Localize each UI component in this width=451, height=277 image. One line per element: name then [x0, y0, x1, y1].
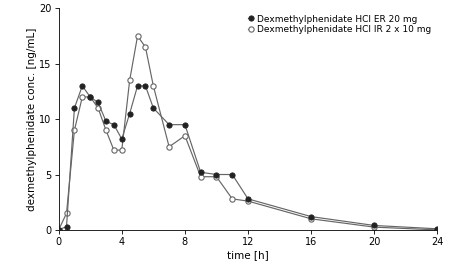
- Dexmethylphenidate HCl IR 2 x 10 mg: [151, 84, 156, 88]
- Dexmethylphenidate HCl ER 20 mg: [245, 197, 251, 201]
- Dexmethylphenidate HCl IR 2 x 10 mg: [182, 134, 188, 137]
- Dexmethylphenidate HCl ER 20 mg: [96, 101, 101, 104]
- Dexmethylphenidate HCl ER 20 mg: [64, 225, 69, 228]
- Dexmethylphenidate HCl IR 2 x 10 mg: [214, 175, 219, 178]
- Dexmethylphenidate HCl ER 20 mg: [182, 123, 188, 126]
- Dexmethylphenidate HCl ER 20 mg: [135, 84, 140, 88]
- Dexmethylphenidate HCl IR 2 x 10 mg: [435, 228, 440, 232]
- Dexmethylphenidate HCl IR 2 x 10 mg: [80, 95, 85, 99]
- X-axis label: time [h]: time [h]: [227, 250, 269, 260]
- Dexmethylphenidate HCl IR 2 x 10 mg: [230, 197, 235, 201]
- Dexmethylphenidate HCl IR 2 x 10 mg: [198, 175, 203, 178]
- Dexmethylphenidate HCl IR 2 x 10 mg: [103, 129, 109, 132]
- Dexmethylphenidate HCl ER 20 mg: [372, 224, 377, 227]
- Dexmethylphenidate HCl IR 2 x 10 mg: [96, 106, 101, 110]
- Dexmethylphenidate HCl IR 2 x 10 mg: [111, 148, 116, 152]
- Dexmethylphenidate HCl IR 2 x 10 mg: [245, 199, 251, 203]
- Dexmethylphenidate HCl IR 2 x 10 mg: [127, 79, 133, 82]
- Dexmethylphenidate HCl IR 2 x 10 mg: [72, 129, 77, 132]
- Dexmethylphenidate HCl ER 20 mg: [87, 95, 93, 99]
- Dexmethylphenidate HCl ER 20 mg: [143, 84, 148, 88]
- Dexmethylphenidate HCl ER 20 mg: [166, 123, 172, 126]
- Dexmethylphenidate HCl IR 2 x 10 mg: [87, 95, 93, 99]
- Legend: Dexmethylphenidate HCl ER 20 mg, Dexmethylphenidate HCl IR 2 x 10 mg: Dexmethylphenidate HCl ER 20 mg, Dexmeth…: [246, 13, 433, 36]
- Dexmethylphenidate HCl IR 2 x 10 mg: [64, 212, 69, 215]
- Dexmethylphenidate HCl IR 2 x 10 mg: [372, 225, 377, 229]
- Dexmethylphenidate HCl ER 20 mg: [127, 112, 133, 115]
- Dexmethylphenidate HCl IR 2 x 10 mg: [308, 217, 314, 220]
- Line: Dexmethylphenidate HCl IR 2 x 10 mg: Dexmethylphenidate HCl IR 2 x 10 mg: [56, 33, 440, 233]
- Dexmethylphenidate HCl IR 2 x 10 mg: [166, 145, 172, 148]
- Dexmethylphenidate HCl ER 20 mg: [214, 173, 219, 176]
- Dexmethylphenidate HCl ER 20 mg: [103, 120, 109, 123]
- Dexmethylphenidate HCl ER 20 mg: [72, 106, 77, 110]
- Y-axis label: dexmethylphenidate conc. [ng/mL]: dexmethylphenidate conc. [ng/mL]: [27, 27, 37, 211]
- Dexmethylphenidate HCl ER 20 mg: [198, 171, 203, 174]
- Dexmethylphenidate HCl ER 20 mg: [308, 215, 314, 218]
- Dexmethylphenidate HCl ER 20 mg: [151, 106, 156, 110]
- Dexmethylphenidate HCl ER 20 mg: [230, 173, 235, 176]
- Dexmethylphenidate HCl IR 2 x 10 mg: [119, 148, 124, 152]
- Dexmethylphenidate HCl ER 20 mg: [119, 137, 124, 141]
- Dexmethylphenidate HCl IR 2 x 10 mg: [135, 34, 140, 38]
- Line: Dexmethylphenidate HCl ER 20 mg: Dexmethylphenidate HCl ER 20 mg: [56, 83, 440, 233]
- Dexmethylphenidate HCl ER 20 mg: [435, 227, 440, 230]
- Dexmethylphenidate HCl ER 20 mg: [111, 123, 116, 126]
- Dexmethylphenidate HCl IR 2 x 10 mg: [143, 45, 148, 49]
- Dexmethylphenidate HCl ER 20 mg: [56, 228, 61, 232]
- Dexmethylphenidate HCl IR 2 x 10 mg: [56, 228, 61, 232]
- Dexmethylphenidate HCl ER 20 mg: [80, 84, 85, 88]
